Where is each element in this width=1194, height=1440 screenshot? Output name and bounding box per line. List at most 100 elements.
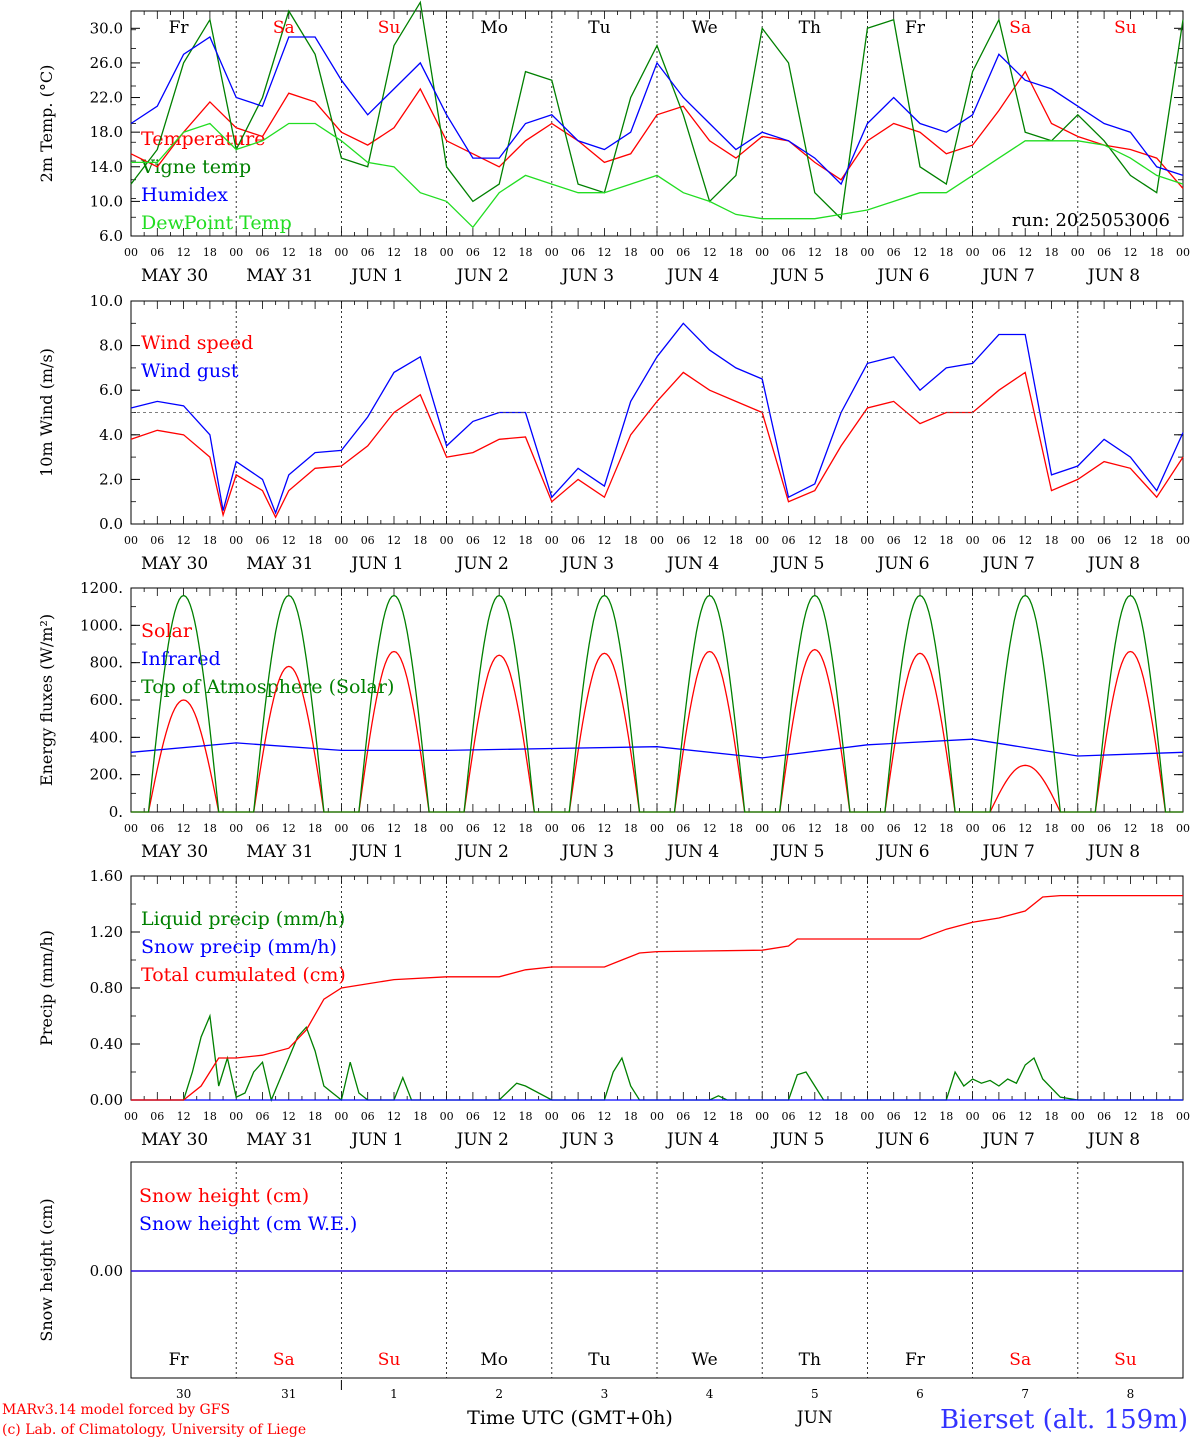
weekday-label: Mo xyxy=(480,1350,508,1370)
x-date-label: JUN 1 xyxy=(349,554,403,574)
x-hour-label: 18 xyxy=(1150,246,1164,259)
y-tick-label: 0.00 xyxy=(90,1091,123,1109)
x-date-label: MAY 31 xyxy=(246,266,313,286)
x-hour-label: 12 xyxy=(1123,246,1137,259)
station-label: Bierset (alt. 159m) xyxy=(940,1405,1188,1435)
x-hour-label: 12 xyxy=(913,534,927,547)
x-hour-label: 12 xyxy=(1018,822,1032,835)
x-hour-label: 18 xyxy=(413,246,427,259)
x-date-label: MAY 30 xyxy=(141,554,208,574)
x-date-label: JUN 6 xyxy=(875,842,929,862)
x-hour-label: 12 xyxy=(808,246,822,259)
x-hour-label: 12 xyxy=(387,1110,401,1123)
y-tick-label: 0.0 xyxy=(99,515,123,533)
x-hour-label: 12 xyxy=(492,1110,506,1123)
y-tick-label: 0.80 xyxy=(90,979,123,997)
weekday-label: Mo xyxy=(480,18,508,38)
x-hour-label: 18 xyxy=(729,534,743,547)
x-hour-label: 12 xyxy=(597,246,611,259)
x-hour-label: 00 xyxy=(1071,534,1085,547)
x-hour-label: 00 xyxy=(440,1110,454,1123)
x-hour-label: 06 xyxy=(1097,822,1111,835)
x-hour-label: 18 xyxy=(519,534,533,547)
x-hour-label: 06 xyxy=(150,246,164,259)
x-hour-label: 18 xyxy=(729,246,743,259)
x-hour-label: 06 xyxy=(1097,1110,1111,1123)
x-axis-title: Time UTC (GMT+0h) xyxy=(467,1407,673,1429)
x-hour-label: 12 xyxy=(282,246,296,259)
x-hour-label: 18 xyxy=(834,822,848,835)
x-hour-label: 06 xyxy=(150,822,164,835)
weekday-label: We xyxy=(692,1350,718,1370)
x-hour-label: 00 xyxy=(650,822,664,835)
x-hour-label: 18 xyxy=(519,246,533,259)
weekday-label: Tu xyxy=(588,18,610,38)
x-hour-label: 00 xyxy=(966,822,980,835)
x-hour-label: 00 xyxy=(755,534,769,547)
x-date-label: JUN 1 xyxy=(349,266,403,286)
x-date-label: JUN 7 xyxy=(981,554,1035,574)
x-hour-label: 00 xyxy=(229,822,243,835)
x-hour-label: 12 xyxy=(177,1110,191,1123)
x-day-number: 31 xyxy=(281,1387,296,1401)
x-date-label: JUN 8 xyxy=(1086,266,1140,286)
x-hour-label: 18 xyxy=(624,822,638,835)
x-hour-label: 12 xyxy=(703,534,717,547)
x-month-label: JUN xyxy=(795,1408,833,1428)
x-hour-label: 18 xyxy=(203,246,217,259)
y-tick-label: 200. xyxy=(90,766,123,784)
x-date-label: JUN 6 xyxy=(875,554,929,574)
x-date-label: JUN 4 xyxy=(665,554,719,574)
weekday-label: We xyxy=(692,18,718,38)
x-hour-label: 00 xyxy=(860,1110,874,1123)
x-hour-label: 06 xyxy=(676,246,690,259)
x-hour-label: 12 xyxy=(597,1110,611,1123)
x-hour-label: 12 xyxy=(1123,822,1137,835)
legend-entry: Wind speed xyxy=(141,332,253,354)
x-hour-label: 18 xyxy=(1045,246,1059,259)
weekday-label: Sa xyxy=(1009,1350,1031,1370)
legend-entry: Total cumulated (cm) xyxy=(141,964,346,986)
x-date-label: JUN 7 xyxy=(981,266,1035,286)
x-hour-label: 06 xyxy=(782,534,796,547)
x-hour-label: 18 xyxy=(1045,1110,1059,1123)
x-hour-label: 00 xyxy=(966,534,980,547)
x-hour-label: 00 xyxy=(1071,1110,1085,1123)
bottom-axis: 30 31 1 2 3 4 5 6 7 8 JUN Time UTC (GMT+0h) xyxy=(176,1380,1134,1429)
panel-3: 0. 200. 400. 600. 800. 1000. 1200. Energy fluxe… xyxy=(37,579,1190,862)
y-tick-label: 10.0 xyxy=(90,292,123,310)
x-hour-label: 12 xyxy=(282,1110,296,1123)
x-hour-label: 06 xyxy=(1097,534,1111,547)
x-hour-label: 12 xyxy=(913,822,927,835)
x-hour-label: 06 xyxy=(256,246,270,259)
x-date-label: JUN 3 xyxy=(560,1130,614,1150)
y-tick-label: 6.0 xyxy=(99,381,123,399)
x-hour-label: 06 xyxy=(256,534,270,547)
x-hour-label: 00 xyxy=(650,534,664,547)
weekday-label: Su xyxy=(1114,18,1137,38)
x-hour-label: 06 xyxy=(887,1110,901,1123)
x-date-label: JUN 2 xyxy=(455,1130,509,1150)
y-tick-label: 8.0 xyxy=(99,337,123,355)
x-hour-label: 18 xyxy=(308,1110,322,1123)
weekday-label: Su xyxy=(378,1350,401,1370)
x-date-label: JUN 1 xyxy=(349,842,403,862)
y-tick-label: 0. xyxy=(109,803,123,821)
x-date-label: JUN 5 xyxy=(770,266,824,286)
panel-1: 6.0 10.0 14.0 18.0 22.0 26.0 30.0 2m Temp. (°C)… xyxy=(37,0,1190,286)
x-hour-label: 12 xyxy=(1123,1110,1137,1123)
x-hour-label: 06 xyxy=(887,822,901,835)
x-day-number: 7 xyxy=(1021,1387,1029,1401)
series-line xyxy=(130,738,1184,759)
legend-entry: Snow height (cm) xyxy=(139,1185,309,1207)
legend-entry: Wind gust xyxy=(141,360,239,382)
series-line xyxy=(131,894,1183,1101)
series-line xyxy=(131,122,1184,229)
x-hour-label: 06 xyxy=(361,534,375,547)
x-hour-label: 12 xyxy=(387,246,401,259)
x-hour-label: 18 xyxy=(413,822,427,835)
x-hour-label: 18 xyxy=(203,1110,217,1123)
legend-entry: Humidex xyxy=(141,184,228,206)
x-hour-label: 06 xyxy=(571,1110,585,1123)
